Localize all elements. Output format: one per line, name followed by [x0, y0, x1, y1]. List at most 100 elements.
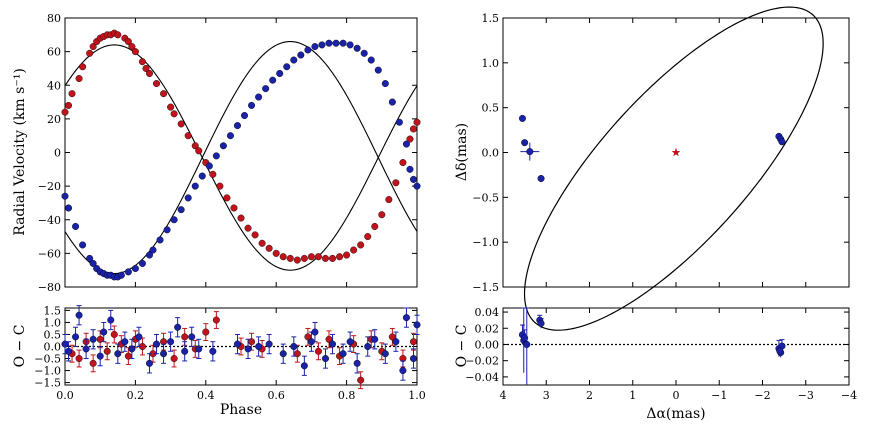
rv-point-red	[138, 58, 146, 66]
rv-resid-point-blue	[300, 362, 308, 370]
rv-point-red	[142, 64, 150, 72]
rv-point-blue	[72, 222, 80, 230]
rv-point-blue	[360, 49, 368, 57]
rv-resid-point-blue	[279, 350, 287, 358]
rv-model-curve-blue	[64, 40, 418, 275]
rv-point-red	[286, 254, 294, 262]
rv-resid-point-blue	[339, 350, 347, 358]
rv-resid-xlabel: Phase	[220, 402, 262, 418]
rv-point-red	[314, 253, 322, 261]
rv-point-blue	[353, 44, 361, 52]
y-tick-label: −1.0	[472, 236, 499, 249]
rv-resid-point-blue	[381, 350, 389, 358]
rv-resid-point-blue	[107, 316, 115, 324]
rv-point-blue	[388, 98, 396, 106]
x-tick-label: 1.0	[408, 389, 426, 402]
rv-resid-point-red	[89, 359, 97, 367]
rv-resid-point-blue	[82, 345, 90, 353]
rv-point-red	[265, 244, 273, 252]
rv-point-blue	[290, 56, 298, 64]
rv-point-blue	[269, 76, 277, 84]
rv-point-red	[385, 196, 393, 204]
rv-point-blue	[248, 101, 256, 109]
y-tick-label: 0.0	[44, 341, 62, 354]
rv-point-blue	[339, 39, 347, 47]
rv-resid-point-red	[110, 330, 118, 338]
rv-point-blue	[325, 39, 333, 47]
y-tick-label: 0.02	[475, 322, 500, 335]
rv-resid-point-blue	[346, 338, 354, 346]
rv-point-red	[244, 224, 252, 232]
rv-point-blue	[304, 46, 312, 54]
rv-resid-point-red	[75, 355, 83, 363]
rv-resid-point-blue	[233, 340, 241, 348]
y-tick-label: 40	[47, 79, 61, 92]
orbit-point	[521, 139, 529, 147]
rv-resid-point-blue	[399, 367, 407, 375]
rv-point-red	[258, 239, 266, 247]
rv-resid-point-blue	[371, 335, 379, 343]
rv-point-blue	[374, 66, 382, 74]
y-tick-label: −0.02	[465, 355, 499, 368]
orbit-point	[537, 175, 545, 183]
rv-point-red	[167, 103, 175, 111]
rv-resid-panel: 0.0 0.2 0.4 0.6 0.8 1.0−1.5−1.0−0.50.00.51.01…	[12, 304, 426, 418]
rv-resid-point-blue	[181, 347, 189, 355]
orbit-ellipse	[523, 6, 824, 331]
rv-point-blue	[318, 41, 326, 49]
rv-resid-point-blue	[353, 359, 361, 367]
x-tick-label: 0.0	[56, 389, 74, 402]
rv-point-blue	[311, 43, 319, 51]
rv-point-red	[321, 254, 329, 262]
y-tick-label: 1.0	[482, 57, 500, 70]
orbit-resid-point	[523, 340, 531, 348]
y-tick-label: −60	[38, 247, 61, 260]
y-tick-label: 1.5	[482, 12, 500, 25]
rv-point-blue	[170, 216, 178, 224]
orbit-resid-frame	[502, 307, 850, 386]
rv-point-blue	[241, 112, 249, 120]
rv-resid-point-blue	[167, 338, 175, 346]
rv-point-blue	[61, 192, 69, 200]
rv-point-red	[61, 108, 69, 116]
rv-resid-point-blue	[145, 359, 153, 367]
x-tick-label: −2	[754, 389, 770, 402]
rv-ylabel: Radial Velocity (km s⁻¹)	[12, 68, 28, 236]
rv-point-red	[237, 214, 245, 222]
x-tick-label: −3	[798, 389, 814, 402]
y-tick-label: 0.0	[482, 147, 500, 160]
rv-panel: −80 −60 −40 −20 0 20 40 60 80 Radial Velocity (k…	[12, 12, 421, 294]
rv-resid-point-blue	[244, 345, 252, 353]
rv-resid-point-blue	[135, 333, 143, 341]
x-tick-label: 0	[673, 389, 680, 402]
rv-point-blue	[117, 271, 125, 279]
rv-point-red	[177, 120, 185, 128]
rv-point-red	[329, 254, 337, 262]
rv-point-blue	[346, 41, 354, 49]
rv-point-red	[184, 132, 192, 140]
rv-point-red	[145, 69, 153, 77]
rv-point-red	[230, 204, 238, 212]
rv-point-blue	[145, 251, 153, 259]
rv-point-red	[392, 179, 400, 187]
x-tick-label: 1	[629, 389, 636, 402]
rv-point-blue	[367, 56, 375, 64]
rv-point-blue	[276, 69, 284, 77]
rv-resid-point-blue	[96, 352, 104, 360]
rv-resid-point-blue	[153, 340, 161, 348]
x-tick-label: 0.4	[197, 389, 215, 402]
orbit-resid-point	[537, 319, 545, 327]
rv-point-blue	[89, 259, 97, 267]
rv-point-blue	[233, 122, 241, 130]
rv-point-blue	[86, 254, 94, 262]
rv-point-blue	[409, 175, 417, 183]
rv-resid-point-red	[357, 376, 365, 384]
rv-point-red	[279, 253, 287, 261]
rv-point-blue	[156, 236, 164, 244]
rv-point-blue	[255, 93, 263, 101]
y-tick-label: 60	[47, 46, 61, 59]
rv-point-blue	[184, 194, 192, 202]
rv-point-blue	[138, 259, 146, 267]
rv-resid-point-blue	[65, 347, 73, 355]
rv-point-red	[357, 241, 365, 249]
